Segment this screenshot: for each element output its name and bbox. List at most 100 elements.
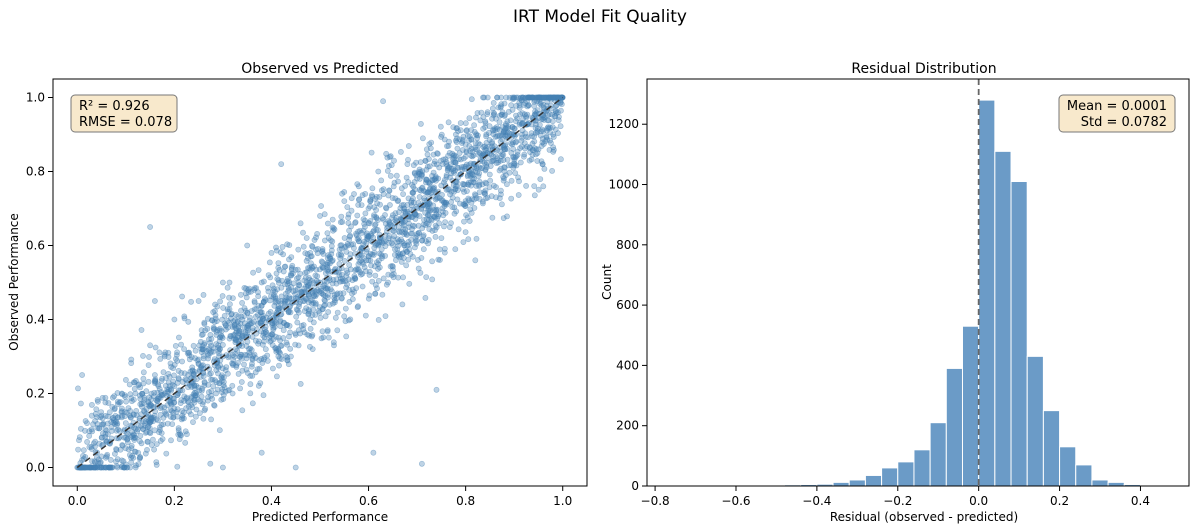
scatter-point xyxy=(332,314,339,321)
scatter-point xyxy=(489,214,496,221)
scatter-point xyxy=(325,291,331,298)
scatter-point xyxy=(457,127,464,134)
scatter-point xyxy=(351,275,358,281)
scatter-point xyxy=(532,125,539,131)
scatter-point xyxy=(205,347,212,354)
scatter-point xyxy=(125,446,132,453)
scatter-point xyxy=(130,435,137,441)
scatter-point xyxy=(314,273,321,280)
histogram-panel: Residual Distribution −0.8 −0.6 −0.4 −0.2 0.… xyxy=(600,61,1190,524)
scatter-point xyxy=(347,316,354,323)
scatter-point xyxy=(437,123,444,130)
scatter-point xyxy=(212,301,218,308)
scatter-point xyxy=(322,313,329,320)
scatter-point xyxy=(409,214,416,220)
scatter-point xyxy=(286,242,293,248)
scatter-point xyxy=(293,313,300,320)
scatter-point xyxy=(106,464,113,471)
scatter-point xyxy=(386,187,392,194)
scatter-point xyxy=(423,216,430,223)
scatter-point xyxy=(275,264,282,271)
histogram-stats-box: Mean = 0.0001 Std = 0.0782 xyxy=(1058,94,1176,133)
histogram-bar xyxy=(913,449,931,487)
scatter-point xyxy=(486,184,493,191)
scatter-point xyxy=(261,338,267,345)
scatter-points xyxy=(74,94,566,471)
scatter-point xyxy=(517,159,524,166)
scatter-point xyxy=(410,183,417,190)
scatter-point xyxy=(501,168,508,175)
scatter-point xyxy=(199,331,206,338)
scatter-point xyxy=(531,111,538,118)
scatter-point xyxy=(409,189,416,196)
scatter-point xyxy=(329,216,336,223)
scatter-point xyxy=(425,206,432,212)
scatter-point xyxy=(505,108,512,115)
scatter-point xyxy=(548,94,554,101)
scatter-point xyxy=(457,156,464,163)
scatter-point xyxy=(379,291,386,298)
scatter-point xyxy=(78,400,84,407)
scatter-point xyxy=(173,409,180,415)
scatter-point xyxy=(514,148,521,155)
scatter-point xyxy=(98,409,104,415)
histogram-bar xyxy=(832,481,850,487)
histogram-bar xyxy=(897,461,915,487)
scatter-x-tick-label: 1.0 xyxy=(553,494,572,508)
scatter-point xyxy=(389,227,396,234)
scatter-point xyxy=(188,354,195,360)
scatter-point xyxy=(145,412,152,419)
scatter-point xyxy=(382,313,389,319)
scatter-point xyxy=(238,307,244,314)
scatter-panel: Observed vs Predicted 0.0 0.2 0.4 0.6 0.8 1.0… xyxy=(7,61,588,524)
scatter-point xyxy=(358,271,364,278)
scatter-point xyxy=(292,464,299,471)
scatter-point xyxy=(408,199,415,206)
scatter-point xyxy=(387,172,394,179)
scatter-point xyxy=(219,365,226,372)
histogram-x-tick-label: 0.4 xyxy=(1131,494,1150,508)
scatter-point xyxy=(371,204,378,210)
scatter-point xyxy=(539,94,546,101)
scatter-point xyxy=(287,353,294,360)
scatter-point xyxy=(378,177,385,184)
scatter-point xyxy=(516,121,523,128)
scatter-point xyxy=(303,257,310,264)
scatter-point xyxy=(368,192,375,198)
scatter-point xyxy=(211,325,218,332)
scatter-x-tick-label: 0.2 xyxy=(165,494,184,508)
scatter-point xyxy=(200,291,207,298)
scatter-point xyxy=(468,127,475,134)
scatter-point xyxy=(408,230,414,237)
scatter-point xyxy=(372,195,378,202)
scatter-point xyxy=(403,174,410,181)
scatter-point xyxy=(344,240,351,247)
scatter-point xyxy=(239,333,246,339)
scatter-point xyxy=(205,336,212,343)
scatter-point xyxy=(89,401,95,408)
scatter-point xyxy=(314,230,320,237)
scatter-point xyxy=(198,362,205,369)
scatter-point xyxy=(300,229,306,236)
scatter-point xyxy=(473,235,480,242)
scatter-x-tick-label: 0.8 xyxy=(456,494,475,508)
scatter-point xyxy=(420,221,427,228)
scatter-point xyxy=(431,158,438,165)
scatter-point xyxy=(187,411,194,418)
scatter-point xyxy=(544,136,551,143)
scatter-point xyxy=(241,324,248,331)
scatter-point xyxy=(400,191,406,197)
scatter-point xyxy=(103,427,110,434)
scatter-point xyxy=(195,356,202,363)
scatter-point xyxy=(450,124,457,131)
scatter-stats-r2: R² = 0.926 xyxy=(79,99,150,114)
scatter-point xyxy=(161,353,168,360)
histogram-bar xyxy=(1107,481,1125,487)
scatter-y-tick-label: 0.2 xyxy=(26,387,45,401)
histogram-bar xyxy=(994,150,1012,487)
scatter-point xyxy=(443,173,450,180)
scatter-point xyxy=(142,420,149,426)
scatter-point xyxy=(219,279,226,286)
scatter-point xyxy=(185,371,192,378)
scatter-point xyxy=(259,341,266,348)
